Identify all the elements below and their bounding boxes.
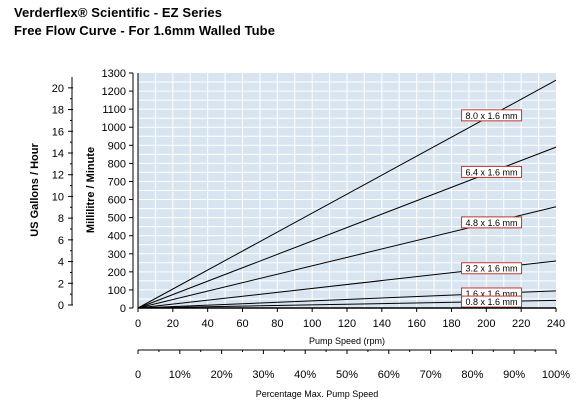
y2-tick-label: 20 (52, 83, 64, 95)
chart-subtitle: Free Flow Curve - For 1.6mm Walled Tube (14, 23, 276, 38)
series-label-box (461, 262, 523, 275)
x-tick-label: 220 (512, 318, 530, 330)
series-label-box (461, 295, 523, 308)
y-tick-label: 1000 (102, 122, 126, 134)
x-tick-label: 40 (202, 318, 214, 330)
x2-tick-label: 0 (135, 369, 141, 381)
x2-tick-label: 90% (503, 369, 525, 381)
x-tick-label: 60 (236, 318, 248, 330)
x-tick-label: 200 (477, 318, 495, 330)
x2-tick-label: 80% (461, 369, 483, 381)
series-label: 1.6 x 1.6 mm (466, 289, 518, 299)
x2-axis-title: Percentage Max. Pump Speed (256, 389, 379, 399)
x2-tick-label: 100% (542, 369, 570, 381)
series-label: 8.0 x 1.6 mm (466, 111, 518, 121)
x2-tick-label: 60% (378, 369, 400, 381)
chart-title: Verderflex® Scientific - EZ Series (14, 5, 223, 20)
x2-tick-label: 20% (211, 369, 233, 381)
y-tick-label: 300 (108, 249, 126, 261)
series-label-box (461, 216, 523, 229)
y-tick-label: 400 (108, 231, 126, 243)
series-label: 6.4 x 1.6 mm (466, 167, 518, 177)
y-tick-label: 1100 (102, 104, 126, 116)
x-tick-label: 100 (303, 318, 321, 330)
x2-tick-label: 50% (336, 369, 358, 381)
series-label: 0.8 x 1.6 mm (466, 297, 518, 307)
y2-tick-label: 4 (58, 257, 64, 269)
x2-tick-label: 70% (420, 369, 442, 381)
x-tick-label: 180 (442, 318, 460, 330)
y2-axis-title: US Gallons / Hour (29, 143, 41, 237)
y2-tick-label: 0 (58, 300, 64, 312)
y2-tick-label: 10 (52, 191, 64, 203)
y-tick-label: 100 (108, 285, 126, 297)
x-tick-label: 80 (271, 318, 283, 330)
y2-tick-label: 18 (52, 105, 64, 117)
series-label: 3.2 x 1.6 mm (466, 264, 518, 274)
series-label-box (461, 109, 523, 122)
y-tick-label: 700 (108, 176, 126, 188)
x2-tick-label: 10% (169, 369, 191, 381)
x-tick-label: 140 (373, 318, 391, 330)
y2-tick-label: 6 (58, 235, 64, 247)
y2-tick-label: 16 (52, 126, 64, 138)
y-tick-label: 1200 (102, 86, 126, 98)
x2-tick-label: 30% (252, 369, 274, 381)
y2-tick-label: 8 (58, 213, 64, 225)
x-tick-label: 160 (407, 318, 425, 330)
y2-tick-label: 14 (52, 148, 64, 160)
series-label: 4.8 x 1.6 mm (466, 218, 518, 228)
x-tick-label: 240 (547, 318, 565, 330)
y-tick-label: 1300 (102, 68, 126, 80)
y-tick-label: 800 (108, 158, 126, 170)
y-tick-label: 200 (108, 267, 126, 279)
y-tick-label: 900 (108, 140, 126, 152)
y-tick-label: 0 (120, 303, 126, 315)
y-axis-title: Millilitre / Minute (85, 147, 97, 233)
x-axis-title: Pump Speed (rpm) (309, 336, 385, 346)
x-tick-label: 0 (135, 318, 141, 330)
y-tick-label: 500 (108, 213, 126, 225)
y2-tick-label: 12 (52, 170, 64, 182)
x2-tick-label: 40% (294, 369, 316, 381)
y-tick-label: 600 (108, 195, 126, 207)
x-tick-label: 20 (167, 318, 179, 330)
y2-tick-label: 2 (58, 278, 64, 290)
series-label-box (461, 165, 523, 178)
x-tick-label: 120 (338, 318, 356, 330)
